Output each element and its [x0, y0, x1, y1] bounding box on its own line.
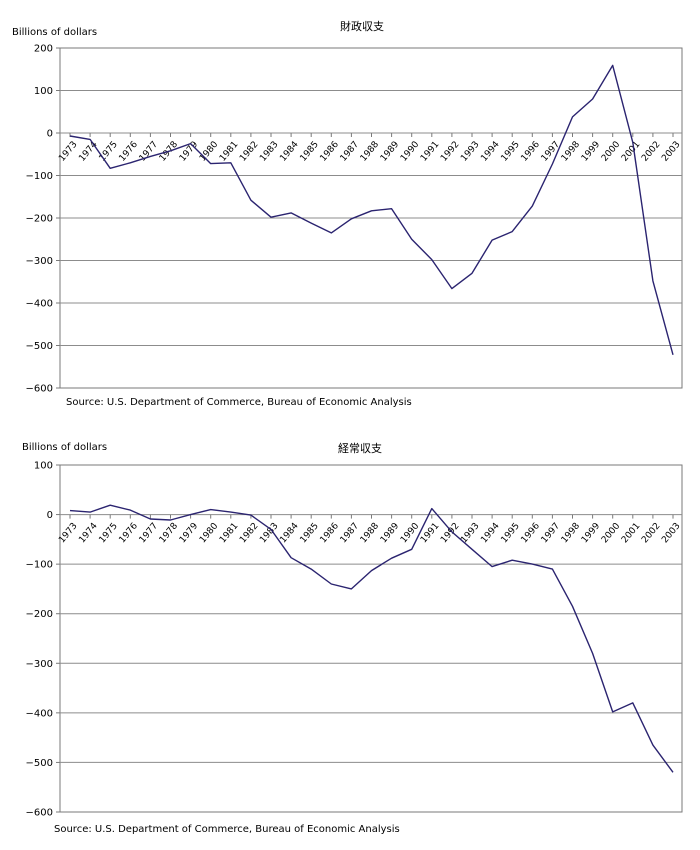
y-tick-label: 0: [47, 129, 53, 140]
x-tick-label: 1999: [580, 521, 603, 545]
x-tick-label: 1994: [479, 521, 502, 545]
x-tick-label: 2002: [640, 140, 662, 164]
y-tick-labels: 100 0 −100 −200 −300 −400 −500 −600: [26, 461, 60, 819]
x-tick-label: 1981: [218, 140, 240, 164]
x-tick-label: 1985: [298, 521, 320, 545]
series-line: [69, 504, 674, 773]
x-tick-label: 1974: [77, 140, 100, 164]
x-tick-label: 1999: [580, 140, 603, 164]
y-tick-label: −300: [26, 256, 53, 267]
x-tick-labels: 1973197419751976197719781979198019811982…: [57, 133, 683, 164]
source-note: Source: U.S. Department of Commerce, Bur…: [54, 824, 400, 835]
x-tick-label: 1979: [178, 521, 201, 545]
x-tick-label: 1986: [319, 140, 342, 164]
x-tick-label: 1992: [439, 140, 461, 164]
x-tick-label: 2002: [640, 521, 662, 545]
x-tick-label: 1997: [540, 140, 562, 164]
chart-current-account: 経常収支 Billions of dollars 100 0 −100 −200 −30…: [22, 442, 683, 835]
x-tick-label: 1973: [57, 140, 79, 164]
x-tick-label: 1982: [238, 521, 260, 545]
x-tick-label: 1990: [399, 521, 422, 545]
x-tick-label: 1980: [198, 521, 221, 545]
chart-fiscal-balance: 財政収支 Billions of dollars 200 100 0 −100 −200…: [12, 19, 683, 408]
x-tick-label: 1974: [77, 521, 100, 545]
x-tick-label: 1984: [278, 140, 301, 164]
x-tick-label: 1996: [520, 521, 543, 545]
x-tick-label: 1977: [138, 521, 160, 545]
x-tick-label: 1988: [359, 521, 382, 545]
x-tick-label: 1993: [459, 140, 481, 164]
grid-lines: [60, 514, 682, 763]
x-tick-label: 2003: [660, 521, 682, 545]
x-tick-label: 1978: [158, 521, 181, 545]
chart-title: 財政収支: [340, 19, 384, 33]
x-tick-label: 1996: [520, 140, 543, 164]
chart-title: 経常収支: [338, 442, 382, 455]
x-tick-label: 1991: [419, 521, 441, 545]
y-tick-label: 100: [34, 461, 53, 472]
x-tick-label: 1985: [298, 140, 320, 164]
x-tick-label: 2001: [620, 521, 642, 545]
x-tick-label: 1998: [560, 521, 583, 545]
x-tick-label: 1995: [499, 521, 521, 545]
y-tick-label: −400: [26, 299, 53, 310]
x-tick-label: 1976: [118, 521, 141, 545]
x-tick-label: 1995: [499, 140, 521, 164]
x-tick-label: 1975: [97, 521, 119, 545]
plot-frame: [59, 464, 683, 813]
y-tick-label: −500: [26, 758, 53, 769]
y-axis-label: Billions of dollars: [22, 442, 107, 453]
x-tick-label: 1990: [399, 140, 422, 164]
y-tick-label: −300: [26, 659, 53, 670]
x-tick-label: 1983: [258, 521, 280, 545]
y-tick-label: 100: [34, 86, 53, 97]
y-tick-label: −600: [26, 384, 53, 395]
x-tick-label: 2003: [660, 140, 682, 164]
x-tick-label: 2000: [600, 140, 623, 164]
x-tick-label: 1991: [419, 140, 441, 164]
x-tick-label: 1975: [97, 140, 119, 164]
x-tick-label: 1982: [238, 140, 260, 164]
y-tick-label: −400: [26, 708, 53, 719]
x-tick-label: 1989: [379, 140, 402, 164]
x-tick-label: 2001: [620, 140, 642, 164]
y-tick-label: −200: [26, 214, 53, 225]
y-axis-label: Billions of dollars: [12, 27, 97, 38]
x-tick-label: 1980: [198, 140, 221, 164]
x-tick-label: 1979: [178, 140, 201, 164]
x-tick-label: 1988: [359, 140, 382, 164]
y-tick-labels: 200 100 0 −100 −200 −300 −400 −500 −600: [26, 44, 60, 395]
x-tick-label: 1984: [278, 521, 301, 545]
x-tick-label: 1987: [339, 140, 361, 164]
x-tick-label: 1997: [540, 521, 562, 545]
x-tick-label: 2000: [600, 521, 623, 545]
y-tick-label: −600: [26, 808, 53, 819]
grid-lines: [60, 90, 682, 346]
x-tick-label: 1994: [479, 140, 502, 164]
x-tick-label: 1998: [560, 140, 583, 164]
x-tick-label: 1973: [57, 521, 79, 545]
y-tick-label: 200: [34, 44, 53, 55]
y-tick-label: −200: [26, 609, 53, 620]
source-note: Source: U.S. Department of Commerce, Bur…: [66, 397, 412, 408]
x-tick-label: 1992: [439, 521, 461, 545]
series-line: [69, 64, 674, 355]
x-tick-label: 1983: [258, 140, 280, 164]
x-tick-label: 1986: [319, 521, 342, 545]
y-tick-label: −100: [26, 560, 53, 571]
x-tick-label: 1981: [218, 521, 240, 545]
y-tick-label: −500: [26, 341, 53, 352]
y-tick-label: −100: [26, 171, 53, 182]
x-tick-label: 1987: [339, 521, 361, 545]
y-tick-label: 0: [47, 510, 53, 521]
x-tick-label: 1989: [379, 521, 402, 545]
